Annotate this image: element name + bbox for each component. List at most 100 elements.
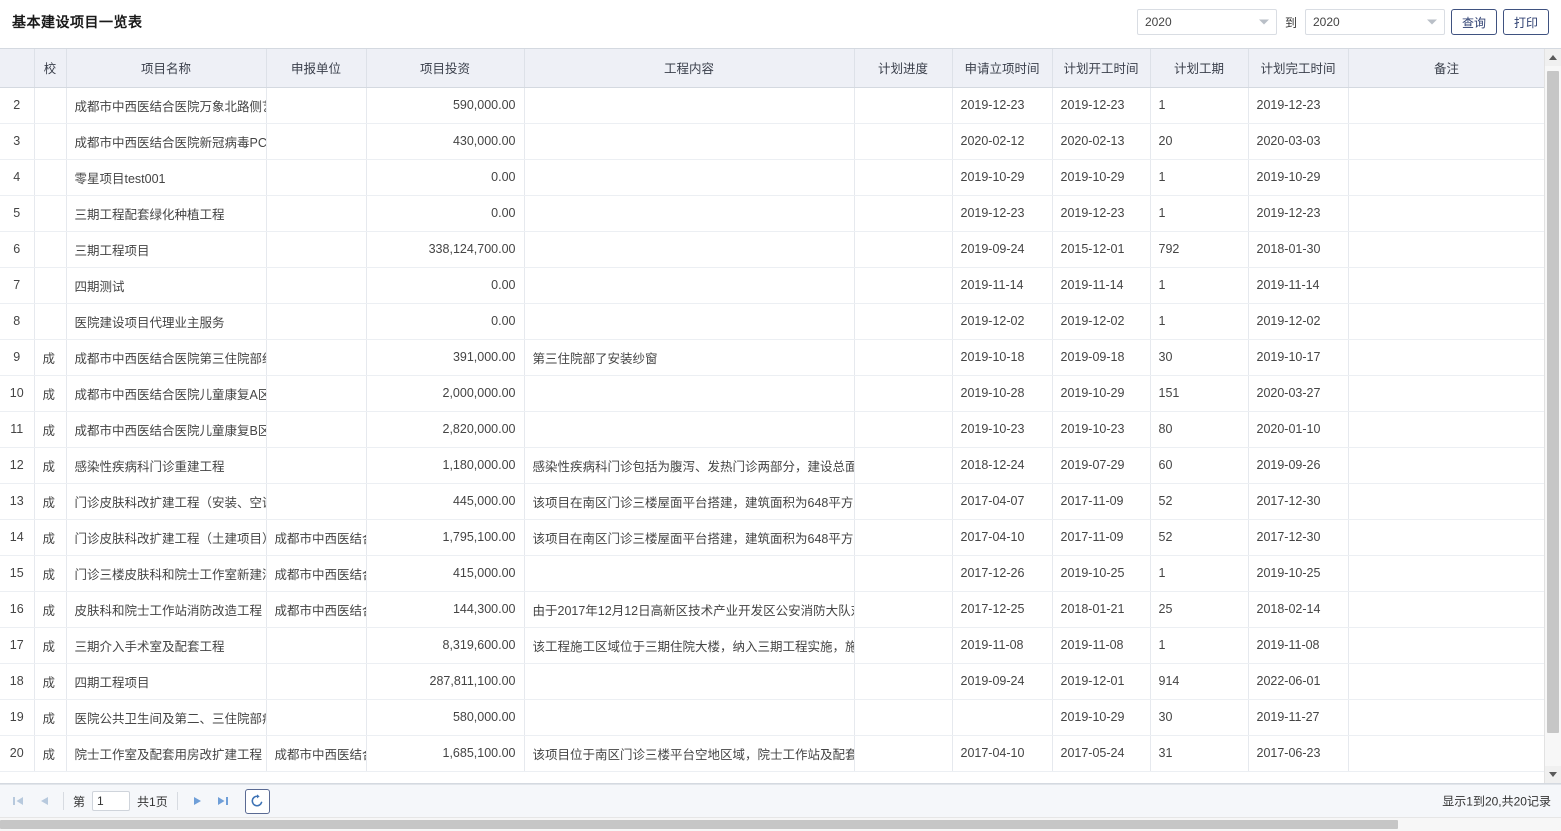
column-header-index[interactable] — [0, 49, 35, 88]
cell-school: 成 — [34, 411, 67, 448]
table-row[interactable]: 12 成感染性疾病科门诊重建工程 1,180,000.00 感染性疾病科门诊包括为腹泻… — [0, 447, 1545, 484]
prev-page-icon — [41, 797, 48, 805]
table-row[interactable]: 14 成门诊皮肤科改扩建工程（土建项目） 成都市中西医结合 1,795,100.00 该… — [0, 519, 1545, 556]
cell-apply-unit — [266, 303, 367, 340]
cell-note — [1348, 303, 1545, 340]
cell-index: 9 — [0, 339, 35, 376]
cell-apply-date: 2017-12-26 — [952, 555, 1053, 592]
column-header-note[interactable]: 备注 — [1348, 49, 1545, 88]
column-header-apply-unit[interactable]: 申报单位 — [266, 49, 367, 88]
cell-finish-date: 2020-01-10 — [1248, 411, 1349, 448]
table-row[interactable]: 11成成都市中西医结合医院儿童康复B区修缮 2,820,000.00 2019-10… — [0, 411, 1545, 448]
cell-index: 8 — [0, 303, 35, 340]
header-row: 校 项目名称 申报单位 项目投资 工程内容 计划进度 申请立项时间 计划开工时间… — [0, 49, 1545, 88]
column-header-start-date[interactable]: 计划开工时间 — [1052, 49, 1151, 88]
table-row[interactable]: 8 医院建设项目代理业主服务 0.00 2019-12-02 2019-12-02 1 20… — [0, 303, 1545, 340]
table-row[interactable]: 15成门诊三楼皮肤科和院士工作室新建消防疏成都市中西医结合415,000.00 2… — [0, 555, 1545, 592]
cell-investment: 1,180,000.00 — [366, 447, 525, 484]
table-row[interactable]: 17 成三期介入手术室及配套工程 8,319,600.00 该工程施工区域位于三期住院… — [0, 627, 1545, 664]
vertical-scrollbar[interactable] — [1544, 49, 1561, 783]
cell-index: 15 — [0, 555, 35, 592]
cell-progress — [854, 231, 953, 268]
last-page-button[interactable] — [211, 789, 235, 813]
cell-apply-date: 2017-04-10 — [952, 519, 1053, 556]
cell-finish-date: 2019-11-08 — [1248, 627, 1349, 664]
table-row[interactable]: 5 三期工程配套绿化种植工程 0.00 2019-12-23 2019-12-23 1 20… — [0, 195, 1545, 232]
cell-investment: 2,820,000.00 — [366, 411, 525, 448]
cell-apply-date: 2019-12-02 — [952, 303, 1053, 340]
cell-note — [1348, 231, 1545, 268]
column-header-duration[interactable]: 计划工期 — [1150, 49, 1249, 88]
cell-apply-date: 2019-10-18 — [952, 339, 1053, 376]
cell-project-name: 门诊皮肤科改扩建工程（土建项目） — [66, 519, 267, 556]
scrollbar-thumb[interactable] — [1547, 71, 1559, 733]
cell-start-date: 2015-12-01 — [1052, 231, 1151, 268]
column-header-project-name[interactable]: 项目名称 — [66, 49, 267, 88]
cell-finish-date: 2019-12-23 — [1248, 87, 1349, 124]
horizontal-scrollbar[interactable] — [0, 817, 1561, 831]
grid-viewport: 校 项目名称 申报单位 项目投资 工程内容 计划进度 申请立项时间 计划开工时间… — [0, 49, 1545, 783]
cell-school: 成 — [34, 627, 67, 664]
table-row[interactable]: 3 成都市中西医结合医院新冠病毒PCR核酸 430,000.00 2020-02-12… — [0, 123, 1545, 160]
cell-apply-date: 2019-11-14 — [952, 267, 1053, 304]
cell-index: 6 — [0, 231, 35, 268]
cell-duration: 1 — [1150, 195, 1249, 232]
table-row[interactable]: 6 三期工程项目 338,124,700.00 2019-09-24 2015-12-0… — [0, 231, 1545, 268]
cell-duration: 1 — [1150, 267, 1249, 304]
cell-school: 成 — [34, 519, 67, 556]
cell-index: 11 — [0, 411, 35, 448]
scroll-up-icon[interactable] — [1545, 49, 1561, 66]
cell-investment: 391,000.00 — [366, 339, 525, 376]
cell-school — [34, 303, 67, 340]
cell-apply-date: 2018-12-24 — [952, 447, 1053, 484]
range-separator-label: 到 — [1284, 15, 1297, 30]
cell-start-date: 2019-10-29 — [1052, 699, 1151, 736]
year-from-select[interactable]: 2020 — [1136, 9, 1277, 35]
column-header-finish-date[interactable]: 计划完工时间 — [1248, 49, 1349, 88]
cell-apply-unit — [266, 231, 367, 268]
refresh-button[interactable] — [244, 788, 270, 814]
query-button[interactable]: 查询 — [1450, 9, 1497, 35]
cell-apply-unit — [266, 627, 367, 664]
table-row[interactable]: 18 成四期工程项目 287,811,100.00 2019-09-24 2019-12… — [0, 663, 1545, 700]
page-prefix-label: 第 — [73, 794, 86, 809]
cell-start-date: 2019-11-08 — [1052, 627, 1151, 664]
cell-note — [1348, 87, 1545, 124]
column-header-content[interactable]: 工程内容 — [524, 49, 855, 88]
table-row[interactable]: 7 四期测试 0.00 2019-11-14 2019-11-14 1 2019-11-14 — [0, 267, 1545, 304]
column-header-school[interactable]: 校 — [34, 49, 67, 88]
cell-investment: 338,124,700.00 — [366, 231, 525, 268]
cell-apply-unit: 成都市中西医结合 — [266, 555, 367, 592]
column-header-apply-date[interactable]: 申请立项时间 — [952, 49, 1053, 88]
cell-start-date: 2019-12-23 — [1052, 195, 1151, 232]
column-header-progress[interactable]: 计划进度 — [854, 49, 953, 88]
cell-apply-unit — [266, 267, 367, 304]
cell-school: 成 — [34, 483, 67, 520]
table-row[interactable]: 10成成都市中西医结合医院儿童康复A区文化 2,000,000.00 2019-10… — [0, 375, 1545, 412]
cell-note — [1348, 483, 1545, 520]
page-number-input[interactable] — [92, 791, 131, 811]
table-row[interactable]: 16 成皮肤科和院士工作站消防改造工程 成都市中西医结合 144,300.00 由于20… — [0, 591, 1545, 628]
table-row[interactable]: 20 成院士工作室及配套用房改扩建工程 成都市中西医结合 1,685,100.00 该项… — [0, 735, 1545, 772]
next-page-button[interactable] — [185, 789, 209, 813]
cell-duration: 52 — [1150, 483, 1249, 520]
cell-finish-date: 2019-12-23 — [1248, 195, 1349, 232]
cell-duration: 1 — [1150, 303, 1249, 340]
year-to-select[interactable]: 2020 — [1304, 9, 1445, 35]
prev-page-button[interactable] — [32, 789, 56, 813]
scroll-down-icon[interactable] — [1545, 766, 1561, 783]
cell-investment: 590,000.00 — [366, 87, 525, 124]
print-button[interactable]: 打印 — [1502, 9, 1549, 35]
column-header-investment[interactable]: 项目投资 — [366, 49, 525, 88]
table-row[interactable]: 9成成都市中西医结合医院第三住院部纱窗安 391,000.00第三住院部了安装纱窗… — [0, 339, 1545, 376]
table-row[interactable]: 2成都市中西医结合医院万象北路侧艺术浮590,000.002019-12-232… — [0, 87, 1545, 124]
first-page-button[interactable] — [6, 789, 30, 813]
cell-apply-unit: 成都市中西医结合 — [266, 735, 367, 772]
cell-investment: 287,811,100.00 — [366, 663, 525, 700]
cell-start-date: 2019-12-23 — [1052, 87, 1151, 124]
horizontal-scrollbar-thumb[interactable] — [0, 820, 1398, 829]
table-row[interactable]: 4 零星项目test001 0.00 2019-10-29 2019-10-29 1 201… — [0, 159, 1545, 196]
page-total-label: 共1页 — [137, 794, 168, 809]
